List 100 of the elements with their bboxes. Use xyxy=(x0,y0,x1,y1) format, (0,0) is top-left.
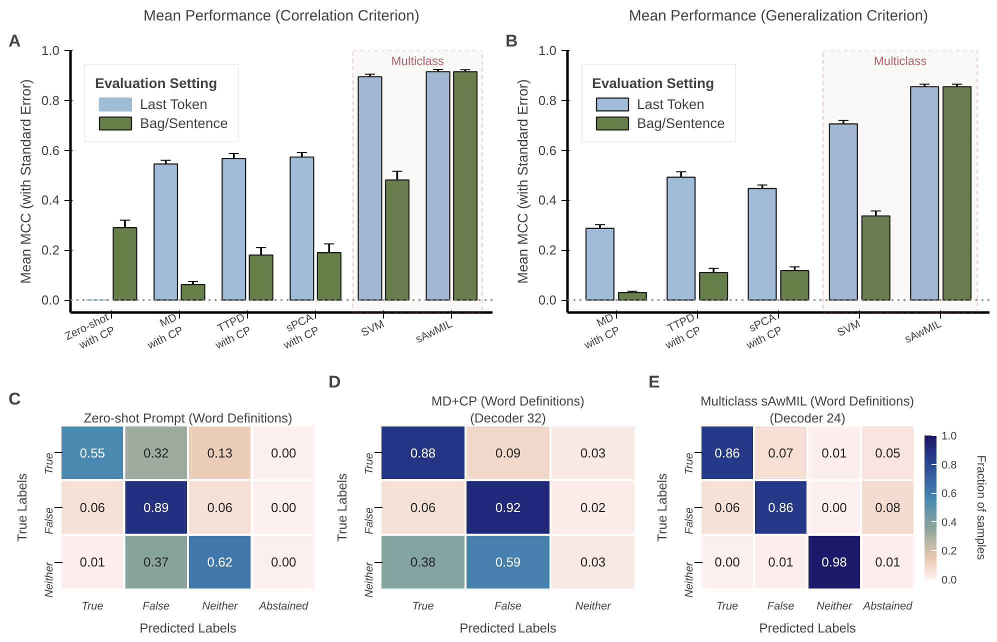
x-tick-label: False xyxy=(142,600,170,612)
text: E xyxy=(648,372,660,392)
bar xyxy=(748,188,777,301)
y-axis-title: True Labels xyxy=(654,472,670,542)
data-label: 0.01 xyxy=(80,554,106,570)
y-axis-title: Mean MCC (with Standard Error) xyxy=(17,79,34,284)
text: A xyxy=(8,32,21,50)
y-tick-label: 1.0 xyxy=(538,43,557,58)
x-tick-label: Abstained xyxy=(258,600,309,612)
y-tick-label: False xyxy=(44,507,56,534)
data-label: 0.03 xyxy=(580,445,606,460)
data-label: 0.06 xyxy=(410,500,436,515)
data-label: 0.92 xyxy=(495,500,521,515)
data-label: 0.88 xyxy=(410,445,436,460)
data-label: 0.38 xyxy=(410,554,436,570)
bar xyxy=(861,215,890,301)
color-bar-label: 1.0 xyxy=(942,430,957,442)
bar xyxy=(112,227,138,301)
color-bar-title: Fraction of samples xyxy=(974,455,988,560)
bar xyxy=(942,86,972,301)
text: D xyxy=(328,372,341,392)
bar xyxy=(585,228,615,301)
x-tick-label: True xyxy=(412,600,434,612)
y-tick-label: 0.2 xyxy=(41,242,60,258)
bar xyxy=(222,158,246,301)
bar xyxy=(780,270,810,301)
bar xyxy=(290,156,314,301)
data-label: 0.03 xyxy=(580,554,606,570)
y-axis-title: True Labels xyxy=(334,472,350,542)
legend-label: Last Token xyxy=(140,96,208,112)
x-tick-label: TTPD with CP xyxy=(212,312,254,352)
y-tick-label: 0.8 xyxy=(538,92,557,108)
chart-subtitle: (Decoder 32) xyxy=(470,410,546,426)
x-tick-label: SVM xyxy=(836,318,862,340)
y-tick-label: True xyxy=(364,452,376,475)
y-tick-label: 1.0 xyxy=(41,43,60,58)
bar xyxy=(699,272,728,301)
data-label: 0.06 xyxy=(714,500,740,515)
legend-label: Last Token xyxy=(637,96,704,112)
x-tick-label: Abstained xyxy=(862,600,914,612)
y-tick-label: True xyxy=(684,452,696,475)
chart-subtitle: (Decoder 24) xyxy=(770,410,846,426)
x-axis-title: Predicted Labels xyxy=(460,620,557,636)
y-axis-title: True Labels xyxy=(14,472,30,542)
data-label: 0.02 xyxy=(580,500,606,515)
legend-title: Evaluation Setting xyxy=(95,75,218,91)
x-tick-label: sPCA with CP xyxy=(281,311,322,352)
data-label: 0.62 xyxy=(207,554,233,570)
data-label: 0.86 xyxy=(714,445,740,460)
color-bar-label: 0.0 xyxy=(942,574,957,586)
y-tick-label: 0.4 xyxy=(538,192,557,208)
x-tick-label: True xyxy=(716,600,738,612)
chart-title: Zero-shot Prompt (Word Definitions) xyxy=(84,410,292,426)
bar xyxy=(358,76,382,301)
y-tick-label: False xyxy=(684,507,696,534)
bar xyxy=(248,254,274,301)
y-tick-label: 0.2 xyxy=(538,242,557,258)
bar xyxy=(618,292,647,301)
bar xyxy=(180,284,206,301)
data-label: 0.98 xyxy=(822,554,847,570)
x-tick-label: TTPD with CP xyxy=(662,312,704,352)
data-label: 0.00 xyxy=(270,445,296,460)
color-bar-label: 0.8 xyxy=(942,459,957,472)
x-axis-title: Predicted Labels xyxy=(140,620,237,636)
bar xyxy=(316,252,342,301)
bar xyxy=(384,179,410,301)
y-tick-label: 0.6 xyxy=(538,142,557,158)
x-tick-label: False xyxy=(494,600,522,612)
y-tick-label: 0.0 xyxy=(41,292,60,308)
data-label: 0.37 xyxy=(143,554,169,570)
x-tick-label: sPCA with CP xyxy=(744,311,784,352)
x-tick-label: False xyxy=(767,600,794,612)
data-label: 0.55 xyxy=(80,445,106,460)
chart-title: Mean Performance (Generalization Criterion) xyxy=(628,8,928,24)
bar xyxy=(828,123,858,301)
data-label: 0.01 xyxy=(768,554,794,570)
data-label: 0.32 xyxy=(143,445,169,460)
data-label: 0.89 xyxy=(143,500,169,515)
bar xyxy=(452,71,478,301)
data-label: 0.01 xyxy=(822,445,847,460)
color-bar-label: 0.6 xyxy=(942,488,957,500)
data-label: 0.01 xyxy=(875,554,900,570)
x-tick-label: MD with CP xyxy=(582,312,622,352)
text: B xyxy=(506,32,518,50)
data-label: 0.07 xyxy=(768,445,794,460)
x-tick-label: SVM xyxy=(360,318,386,340)
bar xyxy=(666,176,696,301)
data-label: 0.86 xyxy=(768,500,794,515)
chart-title: Multiclass sAwMIL (Word Definitions) xyxy=(700,394,914,408)
bar xyxy=(426,71,450,301)
x-tick-label: MD with CP xyxy=(144,312,186,352)
band-label: Multiclass xyxy=(874,54,927,68)
data-label: 0.06 xyxy=(80,500,106,515)
x-axis-title: Predicted Labels xyxy=(759,620,856,636)
band-label: Multiclass xyxy=(391,54,444,68)
data-label: 0.00 xyxy=(822,500,847,515)
data-label: 0.08 xyxy=(875,500,900,515)
legend-label: Bag/Sentence xyxy=(637,115,725,131)
legend-title: Evaluation Setting xyxy=(592,75,716,91)
chart-title: MD+CP (Word Definitions) xyxy=(431,394,584,408)
